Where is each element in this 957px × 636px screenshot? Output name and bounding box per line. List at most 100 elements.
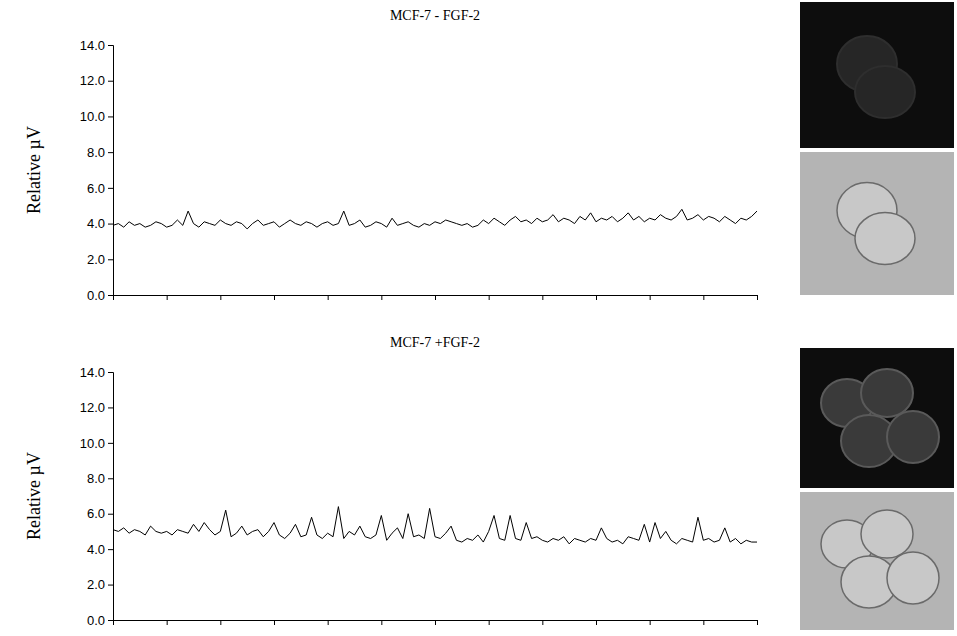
cell	[855, 66, 915, 118]
x-tick-mark	[113, 620, 114, 625]
x-tick	[167, 620, 168, 625]
x-tick-mark	[328, 295, 329, 300]
x-tick	[650, 620, 651, 625]
x-tick-mark	[167, 295, 168, 300]
plot-area	[113, 507, 757, 544]
y-axis: 0.02.04.06.08.010.012.014.0	[80, 365, 114, 628]
x-tick	[542, 620, 543, 625]
y-tick: 10.0	[80, 436, 113, 451]
panel: 0.02.04.06.08.010.012.014.0MCF-7 +FGF-2R…	[24, 335, 954, 630]
x-tick-mark	[220, 295, 221, 300]
y-tick-mark	[108, 81, 113, 82]
y-tick: 2.0	[87, 577, 113, 592]
y-tick: 6.0	[87, 181, 113, 196]
y-axis: 0.0 2.0 4.0 6.0 8.0 10.0 12.0 14.0	[80, 38, 114, 303]
fluorescence-image	[800, 2, 954, 148]
x-tick	[596, 295, 597, 300]
y-tick: 12.0	[80, 73, 113, 88]
y-tick-label: 6.0	[87, 181, 105, 196]
y-tick: 4.0	[87, 216, 113, 231]
y-tick-mark	[108, 259, 113, 260]
x-tick	[435, 295, 436, 300]
x-tick	[757, 295, 758, 300]
y-tick-label: 4.0	[87, 216, 105, 231]
trace-line	[113, 507, 757, 544]
image-frame	[800, 2, 954, 148]
x-tick	[489, 295, 490, 300]
y-tick: 6.0	[87, 506, 113, 521]
x-tick	[220, 620, 221, 625]
y-tick-label: 12.0	[80, 400, 105, 415]
y-tick: 12.0	[80, 400, 113, 415]
y-tick: 10.0	[80, 109, 113, 124]
y-tick: 2.0	[87, 252, 113, 267]
plot-area	[113, 209, 757, 229]
x-tick	[274, 295, 275, 300]
y-tick-label: 2.0	[87, 252, 105, 267]
y-tick-mark	[108, 295, 113, 296]
brightfield-image	[800, 152, 954, 295]
cell	[887, 552, 939, 604]
y-tick: 0.0	[87, 288, 113, 303]
y-tick-mark	[108, 514, 113, 515]
x-tick	[328, 620, 329, 625]
y-tick: 14.0	[80, 365, 113, 380]
y-tick-mark	[108, 549, 113, 550]
x-tick-mark	[381, 620, 382, 625]
x-tick-mark	[542, 295, 543, 300]
y-tick-label: 8.0	[87, 145, 105, 160]
y-tick-label: 0.0	[87, 613, 105, 628]
y-tick-label: 12.0	[80, 73, 105, 88]
x-tick	[113, 295, 114, 300]
y-tick-mark	[108, 152, 113, 153]
x-tick	[220, 295, 221, 300]
brightfield-image	[800, 492, 954, 630]
y-tick-label: 2.0	[87, 577, 105, 592]
x-tick	[650, 295, 651, 300]
x-tick-mark	[328, 620, 329, 625]
x-tick	[113, 620, 114, 625]
micrographs	[800, 2, 954, 295]
figure: 0.02.04.06.08.010.012.014.0MCF-7 - FGF-2…	[0, 0, 957, 636]
cell	[887, 411, 939, 463]
cell	[855, 213, 915, 265]
y-tick-mark	[108, 620, 113, 621]
x-tick-mark	[703, 295, 704, 300]
x-tick-mark	[220, 620, 221, 625]
x-tick-mark	[489, 295, 490, 300]
x-tick	[489, 620, 490, 625]
y-tick-mark	[108, 443, 113, 444]
x-tick	[274, 620, 275, 625]
x-tick	[435, 620, 436, 625]
x-tick-mark	[650, 295, 651, 300]
y-tick-mark	[108, 372, 113, 373]
cell	[861, 369, 913, 417]
y-axis-line	[108, 373, 114, 621]
x-tick-mark	[274, 620, 275, 625]
fluorescence-image	[800, 348, 954, 488]
trace-line	[113, 209, 757, 229]
x-tick-mark	[703, 620, 704, 625]
x-tick-mark	[757, 295, 758, 300]
image-frame	[800, 348, 954, 488]
cell	[861, 510, 913, 558]
y-tick-mark	[108, 224, 113, 225]
y-tick-mark	[108, 407, 113, 408]
y-tick: 8.0	[87, 471, 113, 486]
y-axis-title: Relative µV	[24, 452, 44, 540]
x-tick-mark	[489, 620, 490, 625]
y-tick-mark	[108, 585, 113, 586]
y-tick-label: 6.0	[87, 506, 105, 521]
y-tick-label: 14.0	[80, 38, 105, 53]
image-frame	[800, 152, 954, 295]
x-axis	[114, 295, 758, 300]
x-tick-mark	[381, 295, 382, 300]
x-axis	[114, 620, 758, 625]
x-tick	[703, 295, 704, 300]
x-tick-mark	[435, 295, 436, 300]
x-tick-mark	[542, 620, 543, 625]
x-tick	[703, 620, 704, 625]
x-tick-mark	[650, 620, 651, 625]
panel: 0.02.04.06.08.010.012.014.0MCF-7 - FGF-2…	[24, 2, 954, 303]
x-tick	[757, 620, 758, 625]
